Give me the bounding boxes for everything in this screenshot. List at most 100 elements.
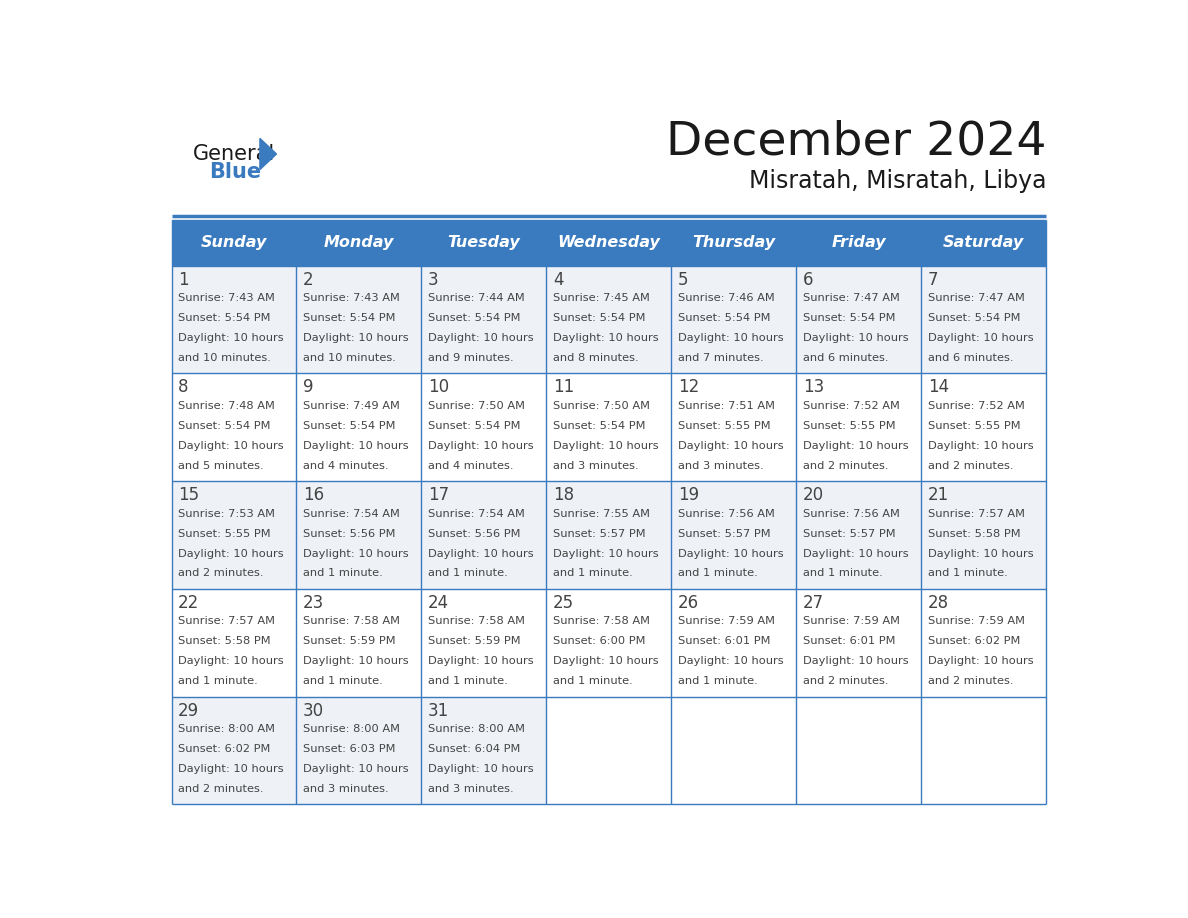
Bar [921, 588, 1047, 697]
Text: Daylight: 10 hours: Daylight: 10 hours [178, 333, 284, 343]
Text: Sunrise: 7:58 AM: Sunrise: 7:58 AM [552, 616, 650, 626]
Text: and 9 minutes.: and 9 minutes. [428, 353, 513, 363]
Text: and 3 minutes.: and 3 minutes. [678, 461, 764, 471]
Text: Daylight: 10 hours: Daylight: 10 hours [428, 764, 533, 774]
Bar [796, 481, 921, 588]
Text: 24: 24 [428, 594, 449, 611]
Text: 31: 31 [428, 701, 449, 720]
Bar [422, 588, 546, 697]
Text: and 6 minutes.: and 6 minutes. [803, 353, 889, 363]
Text: Sunset: 5:59 PM: Sunset: 5:59 PM [303, 636, 396, 646]
Bar [796, 265, 921, 374]
Text: Daylight: 10 hours: Daylight: 10 hours [803, 441, 909, 451]
Bar [796, 219, 921, 265]
Text: Sunrise: 7:52 AM: Sunrise: 7:52 AM [803, 401, 899, 411]
Text: 15: 15 [178, 486, 200, 504]
Text: Daylight: 10 hours: Daylight: 10 hours [178, 441, 284, 451]
Bar [171, 697, 297, 804]
Text: Sunrise: 7:50 AM: Sunrise: 7:50 AM [552, 401, 650, 411]
Text: and 1 minute.: and 1 minute. [552, 677, 632, 686]
Bar [546, 481, 671, 588]
Text: and 1 minute.: and 1 minute. [303, 568, 383, 578]
Text: Sunset: 5:56 PM: Sunset: 5:56 PM [428, 529, 520, 539]
Text: Daylight: 10 hours: Daylight: 10 hours [552, 549, 658, 558]
Text: and 2 minutes.: and 2 minutes. [803, 461, 889, 471]
Text: and 5 minutes.: and 5 minutes. [178, 461, 264, 471]
Text: Sunrise: 7:55 AM: Sunrise: 7:55 AM [552, 509, 650, 519]
Text: and 6 minutes.: and 6 minutes. [928, 353, 1013, 363]
Bar [546, 219, 671, 265]
Text: 22: 22 [178, 594, 200, 611]
Text: Daylight: 10 hours: Daylight: 10 hours [303, 549, 409, 558]
Text: Sunset: 5:56 PM: Sunset: 5:56 PM [303, 529, 396, 539]
Text: Blue: Blue [209, 162, 261, 183]
Text: Sunset: 5:55 PM: Sunset: 5:55 PM [178, 529, 271, 539]
Text: December 2024: December 2024 [665, 119, 1047, 164]
Text: and 2 minutes.: and 2 minutes. [928, 461, 1013, 471]
Text: Daylight: 10 hours: Daylight: 10 hours [303, 764, 409, 774]
Bar [171, 374, 297, 481]
Text: Daylight: 10 hours: Daylight: 10 hours [178, 656, 284, 666]
Text: and 1 minute.: and 1 minute. [303, 677, 383, 686]
Text: 28: 28 [928, 594, 949, 611]
Bar [671, 481, 796, 588]
Text: and 4 minutes.: and 4 minutes. [303, 461, 388, 471]
Bar [171, 588, 297, 697]
Text: Sunrise: 7:47 AM: Sunrise: 7:47 AM [928, 293, 1024, 303]
Text: Daylight: 10 hours: Daylight: 10 hours [678, 549, 783, 558]
Bar [546, 374, 671, 481]
Text: Sunset: 5:54 PM: Sunset: 5:54 PM [552, 313, 645, 323]
Text: Sunrise: 7:54 AM: Sunrise: 7:54 AM [428, 509, 525, 519]
Text: Wednesday: Wednesday [557, 235, 661, 251]
Text: Daylight: 10 hours: Daylight: 10 hours [552, 333, 658, 343]
Text: Daylight: 10 hours: Daylight: 10 hours [428, 549, 533, 558]
Text: Sunset: 5:54 PM: Sunset: 5:54 PM [303, 313, 396, 323]
Text: 23: 23 [303, 594, 324, 611]
Text: Daylight: 10 hours: Daylight: 10 hours [428, 656, 533, 666]
Text: Sunrise: 7:48 AM: Sunrise: 7:48 AM [178, 401, 274, 411]
Text: Sunset: 5:54 PM: Sunset: 5:54 PM [803, 313, 896, 323]
Text: Sunrise: 7:43 AM: Sunrise: 7:43 AM [303, 293, 400, 303]
Text: Sunset: 5:55 PM: Sunset: 5:55 PM [803, 420, 896, 431]
Bar [921, 265, 1047, 374]
Text: General: General [192, 144, 274, 164]
Text: Daylight: 10 hours: Daylight: 10 hours [803, 549, 909, 558]
Text: 13: 13 [803, 378, 824, 397]
Text: 26: 26 [678, 594, 699, 611]
Text: Sunset: 6:02 PM: Sunset: 6:02 PM [178, 744, 271, 754]
Text: Sunset: 5:54 PM: Sunset: 5:54 PM [428, 313, 520, 323]
Bar [796, 588, 921, 697]
Bar [546, 265, 671, 374]
Text: Sunrise: 7:44 AM: Sunrise: 7:44 AM [428, 293, 525, 303]
Text: Daylight: 10 hours: Daylight: 10 hours [928, 656, 1034, 666]
Text: Sunset: 5:57 PM: Sunset: 5:57 PM [552, 529, 645, 539]
Text: Sunrise: 7:57 AM: Sunrise: 7:57 AM [928, 509, 1025, 519]
Text: Sunset: 5:57 PM: Sunset: 5:57 PM [678, 529, 770, 539]
Text: Sunset: 5:55 PM: Sunset: 5:55 PM [678, 420, 770, 431]
Text: and 3 minutes.: and 3 minutes. [303, 784, 388, 794]
Text: and 3 minutes.: and 3 minutes. [552, 461, 638, 471]
Text: Sunset: 5:55 PM: Sunset: 5:55 PM [928, 420, 1020, 431]
Text: Sunset: 6:01 PM: Sunset: 6:01 PM [678, 636, 770, 646]
Text: 19: 19 [678, 486, 699, 504]
Bar [671, 588, 796, 697]
Text: Friday: Friday [832, 235, 886, 251]
Text: Sunset: 6:04 PM: Sunset: 6:04 PM [428, 744, 520, 754]
Bar [422, 697, 546, 804]
Text: Daylight: 10 hours: Daylight: 10 hours [678, 441, 783, 451]
Text: Misratah, Misratah, Libya: Misratah, Misratah, Libya [748, 169, 1047, 193]
Text: Daylight: 10 hours: Daylight: 10 hours [928, 549, 1034, 558]
Text: Sunset: 5:58 PM: Sunset: 5:58 PM [178, 636, 271, 646]
Text: Sunrise: 7:46 AM: Sunrise: 7:46 AM [678, 293, 775, 303]
Text: Daylight: 10 hours: Daylight: 10 hours [552, 656, 658, 666]
Bar [671, 265, 796, 374]
Bar [671, 374, 796, 481]
Text: Sunset: 5:59 PM: Sunset: 5:59 PM [428, 636, 520, 646]
Text: Daylight: 10 hours: Daylight: 10 hours [552, 441, 658, 451]
Bar [921, 219, 1047, 265]
Text: Daylight: 10 hours: Daylight: 10 hours [928, 333, 1034, 343]
Text: Sunday: Sunday [201, 235, 267, 251]
Text: and 2 minutes.: and 2 minutes. [803, 677, 889, 686]
Text: Daylight: 10 hours: Daylight: 10 hours [678, 333, 783, 343]
Text: and 1 minute.: and 1 minute. [678, 568, 758, 578]
